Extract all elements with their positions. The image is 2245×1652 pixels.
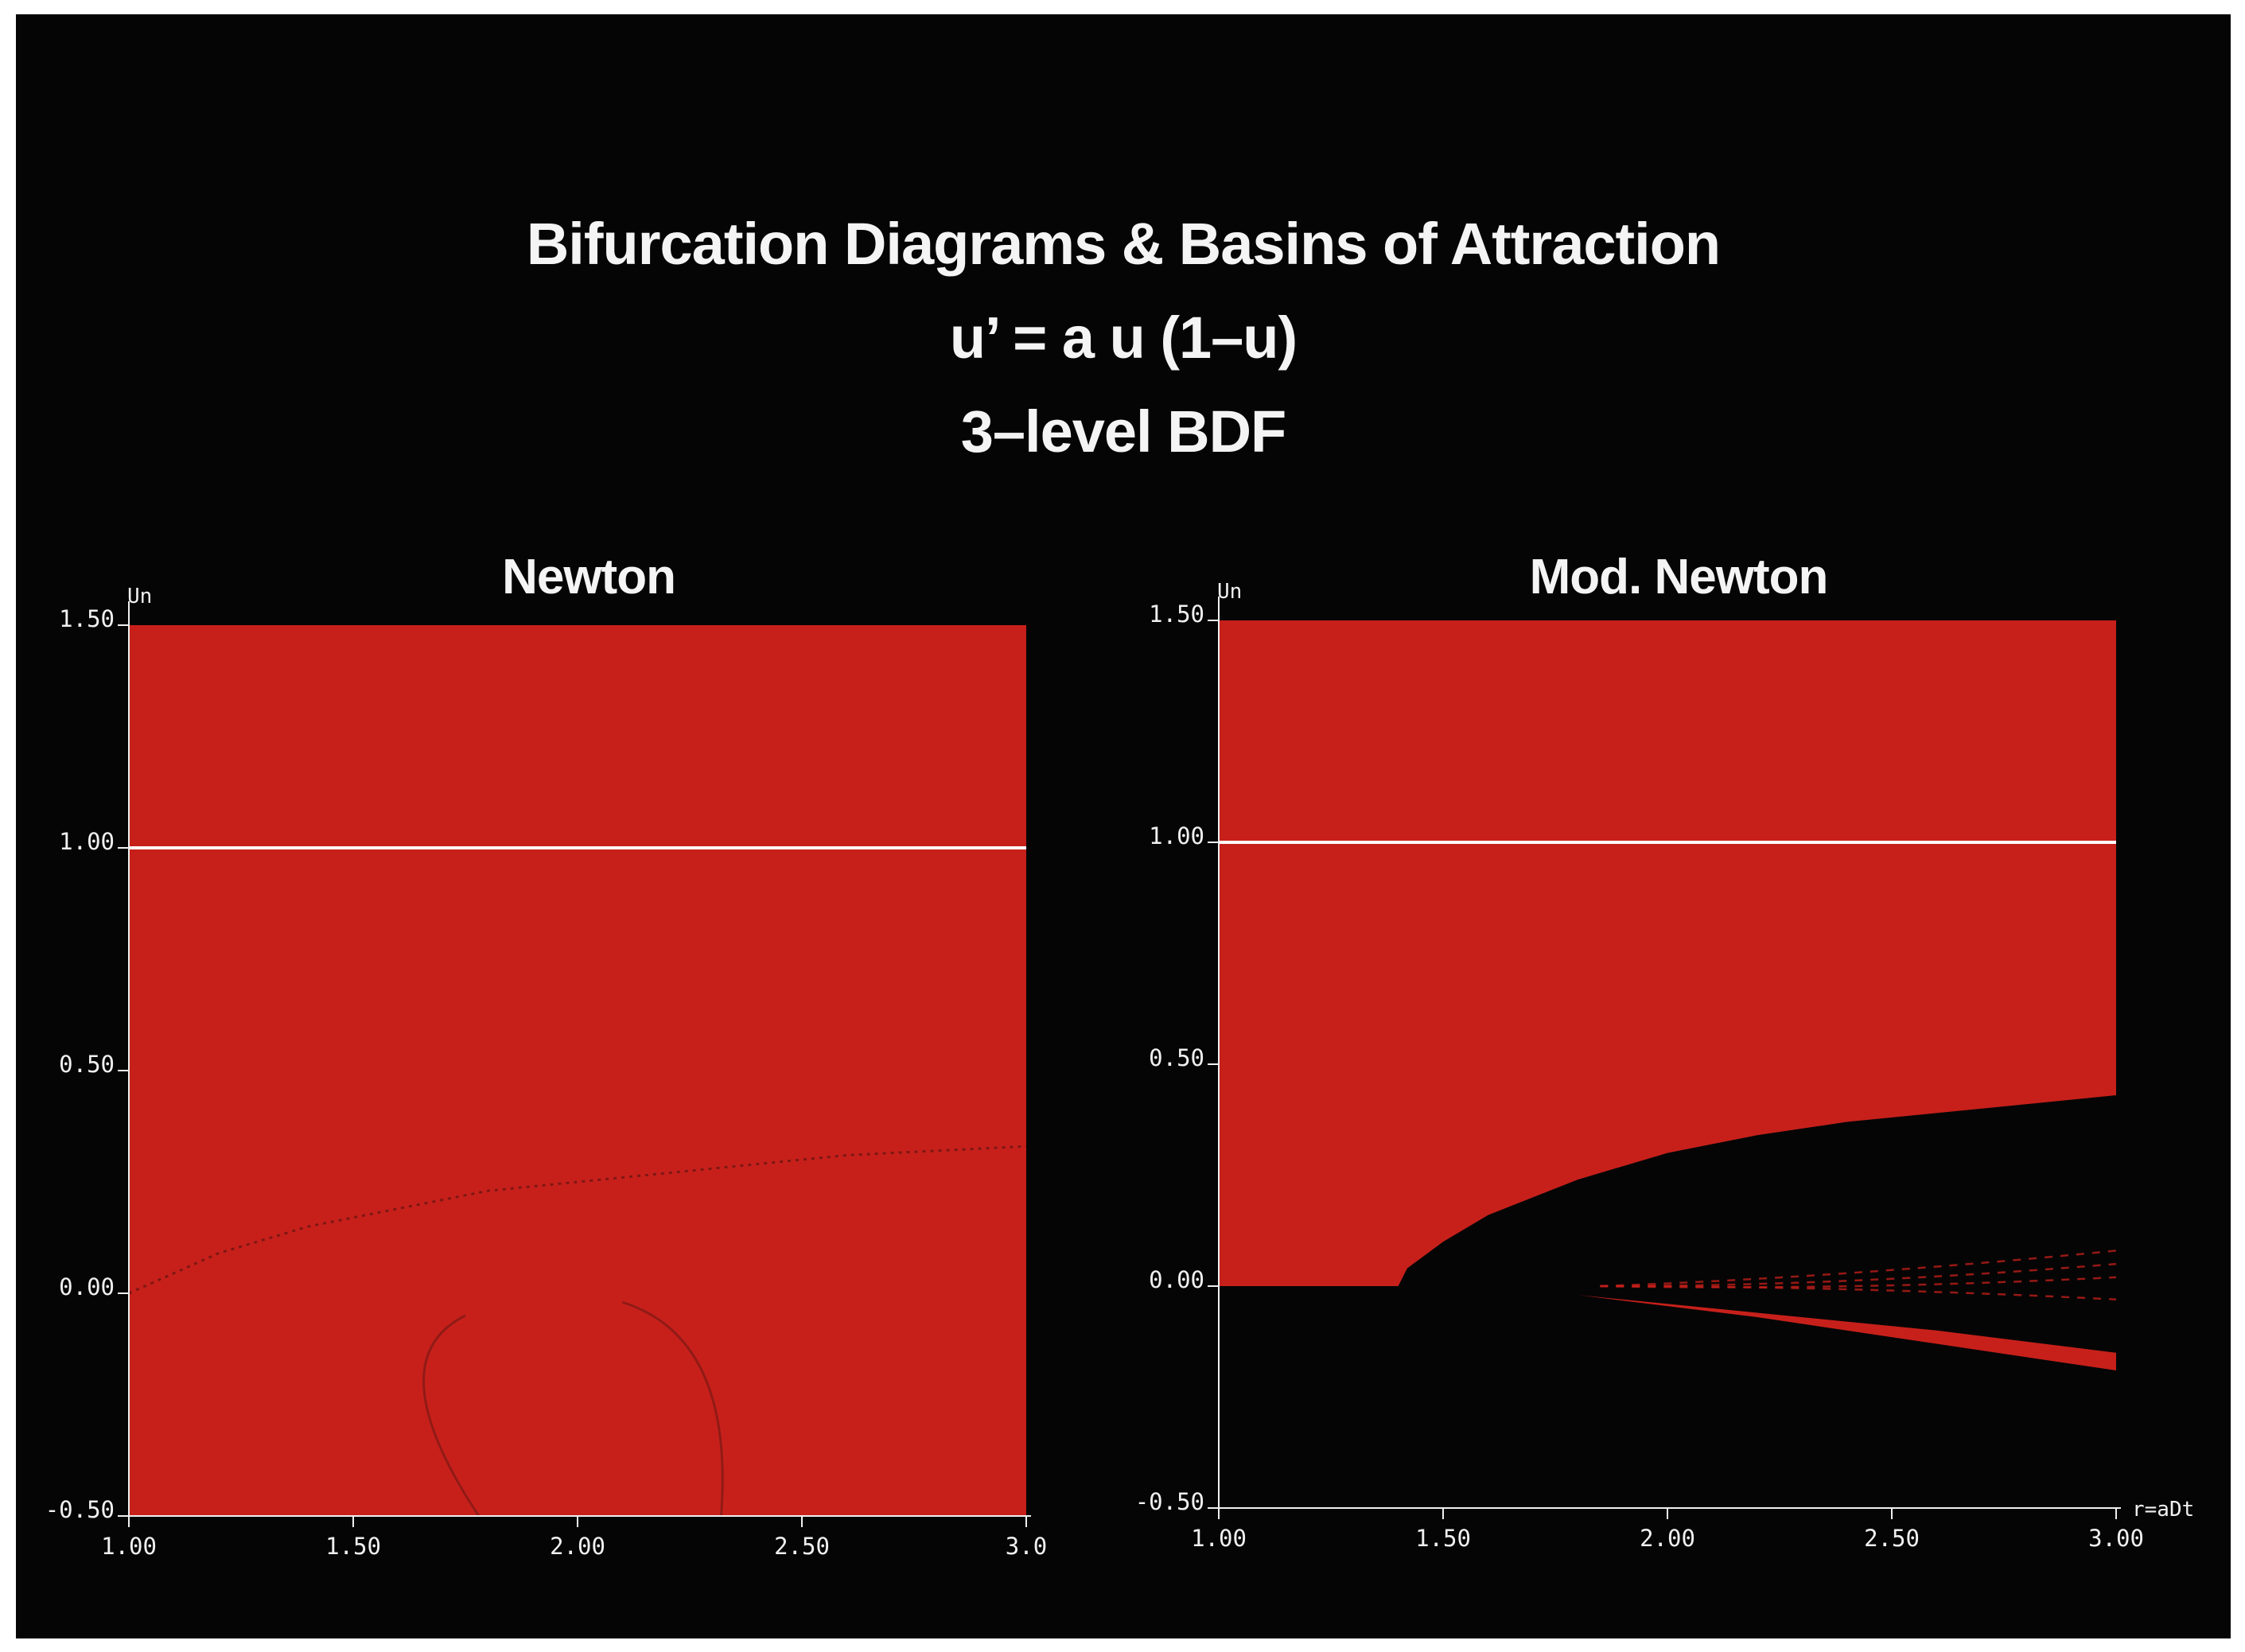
- newton-y-tick-label: 1.00: [59, 828, 115, 855]
- mod-newton-basin-region: [1219, 620, 2116, 1286]
- mod-newton-y-tick-label: 1.50: [1149, 601, 1204, 628]
- mod-newton-y-tick-label: -0.50: [1135, 1488, 1204, 1515]
- mod-newton-y-tick-label: 1.00: [1149, 822, 1204, 849]
- mod-newton-x-tick-label: 3.00: [2088, 1525, 2144, 1552]
- equation-label: u’ = a u (1–u): [949, 305, 1298, 371]
- mod-newton-faint-branch: [1600, 1250, 2117, 1288]
- newton-faint-arc: [621, 1300, 724, 1517]
- mod-newton-y-tick-label: 0.00: [1149, 1266, 1204, 1293]
- mod-newton-faint-branch: [1600, 1262, 2117, 1288]
- figure-title: Bifurcation Diagrams & Basins of Attract…: [526, 211, 1721, 277]
- newton-y-tick-label: 1.50: [59, 605, 115, 632]
- mod-newton-faint-branch: [1600, 1285, 2117, 1300]
- newton-x-tick-label: 3.0: [1006, 1533, 1047, 1560]
- newton-boundary-curve: [128, 1145, 1027, 1295]
- mod-newton-x-tick-label: 2.00: [1640, 1525, 1695, 1552]
- newton-y-tick-label: -0.50: [45, 1496, 115, 1523]
- figure-frame: Bifurcation Diagrams & Basins of Attract…: [16, 14, 2231, 1638]
- left-panel-title: Newton: [502, 550, 676, 604]
- right-panel-title: Mod. Newton: [1529, 550, 1829, 604]
- newton-x-tick-label: 1.50: [325, 1533, 381, 1560]
- mod-newton-x-tick-label: 2.50: [1864, 1525, 1920, 1552]
- newton-x-tick-label: 1.00: [101, 1533, 157, 1560]
- mod-newton-faint-branch: [1600, 1276, 2117, 1289]
- newton-y-tick-label: 0.00: [59, 1273, 115, 1300]
- newton-x-tick-label: 2.00: [550, 1533, 605, 1560]
- newton-y-tick-label: 0.50: [59, 1051, 115, 1078]
- mod-newton-x-tick-label: 1.00: [1191, 1525, 1247, 1552]
- figure-title-block: Bifurcation Diagrams & Basins of Attract…: [16, 197, 2231, 479]
- newton-y-axis-label: Un: [127, 585, 152, 608]
- mod-newton-x-tick-label: 1.50: [1415, 1525, 1471, 1552]
- chart-canvas: -0.50 0.00 0.50 1.00 1.50 1.00 1.50 2.00 2.50 3.0…: [45, 580, 2195, 1560]
- newton-faint-arc: [422, 1314, 481, 1517]
- newton-basin-region: [129, 625, 1026, 1516]
- mod-newton-y-tick-label: 0.50: [1149, 1044, 1204, 1071]
- mod-newton-x-axis-label: r=aDt: [2132, 1498, 2194, 1522]
- mod-newton-y-axis-label: Un: [1217, 580, 1242, 604]
- newton-x-tick-label: 2.50: [774, 1533, 830, 1560]
- mod-newton-negative-branch: [1578, 1295, 2116, 1371]
- method-label: 3–level BDF: [960, 398, 1287, 465]
